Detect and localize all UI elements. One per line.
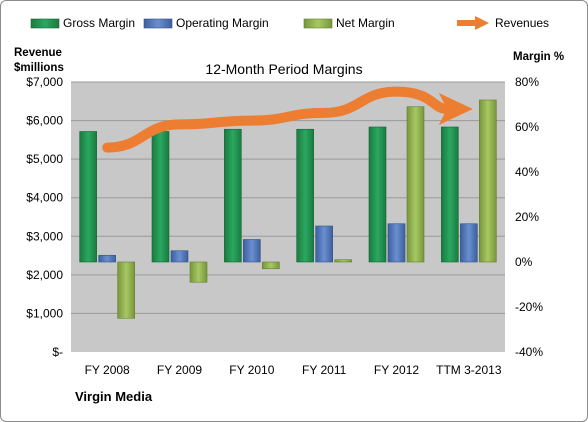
legend-arrowhead [475,16,489,30]
bar-gross-margin [224,128,242,263]
bar-operating-margin [387,223,406,263]
bar-net-margin [479,99,497,263]
bar-gross-margin [368,126,387,263]
bar-operating-margin [460,223,478,263]
bar-net-margin [334,259,352,263]
legend-label: Revenues [495,16,549,30]
x-tick-label: FY 2010 [229,363,274,377]
legend-swatch-operating-margin [143,18,173,29]
left-tick-label: $4,000 [26,191,63,205]
plot-area [71,82,505,352]
bar-operating-margin [315,225,333,263]
left-axis: $- $1,000 $2,000 $3,000 $4,000 $5,000 $6,000 $7… [26,75,63,359]
legend-swatch-net-margin [303,18,333,29]
left-axis-title: Revenue $millions [14,46,64,76]
bar-operating-margin [243,239,261,263]
right-tick-label: 20% [515,210,539,224]
x-tick-label: FY 2009 [157,363,202,377]
right-tick-label: -40% [515,345,543,359]
bar-series [79,99,497,319]
x-axis: FY 2008 FY 2009 FY 2010 FY 2011 FY 2012 TTM 3… [85,363,502,377]
right-tick-label: 40% [515,165,539,179]
left-tick-label: $2,000 [26,268,63,282]
legend-label: Net Margin [336,16,395,30]
left-tick-label: $6,000 [26,114,63,128]
legend-label: Gross Margin [63,16,135,30]
right-axis-title: Margin % [513,51,565,63]
gridlines [71,81,505,314]
legend-label: Operating Margin [176,16,269,30]
x-tick-label: FY 2011 [302,363,347,377]
bar-operating-margin [170,250,189,263]
bar-net-margin [117,261,135,319]
x-tick-label: FY 2008 [85,363,130,377]
bar-gross-margin [79,131,97,263]
right-tick-label: 60% [515,120,539,134]
bar-net-margin [189,261,208,283]
bar-gross-margin [151,131,170,263]
bar-gross-margin [441,126,459,263]
chart-legend: Gross Margin Operating Margin Net Margin Re… [30,16,549,30]
revenue-arrowhead [438,93,473,125]
right-axis: -40% -20% 0% 20% 40% 60% 80% [515,75,543,359]
right-tick-label: 0% [515,255,533,269]
left-tick-label: $- [52,345,63,359]
right-tick-label: 80% [515,75,539,89]
legend-swatch-gross-margin [30,18,60,29]
left-tick-label: $5,000 [26,152,63,166]
revenue-line [102,86,452,153]
left-axis-title-line2: $millions [14,62,64,74]
bar-net-margin [406,106,425,263]
chart-title: 12-Month Period Margins [205,61,362,77]
left-tick-label: $3,000 [26,229,63,243]
right-tick-label: -20% [515,300,543,314]
bar-net-margin [262,261,280,270]
revenue-series [102,86,473,153]
bar-operating-margin [98,254,116,263]
company-name: Virgin Media [75,389,153,404]
x-tick-label: TTM 3-2013 [436,363,502,377]
left-axis-title-line1: Revenue [14,47,62,59]
bar-gross-margin [296,128,314,263]
x-tick-label: FY 2012 [374,363,419,377]
left-tick-label: $7,000 [26,75,63,89]
left-tick-label: $1,000 [26,306,63,320]
